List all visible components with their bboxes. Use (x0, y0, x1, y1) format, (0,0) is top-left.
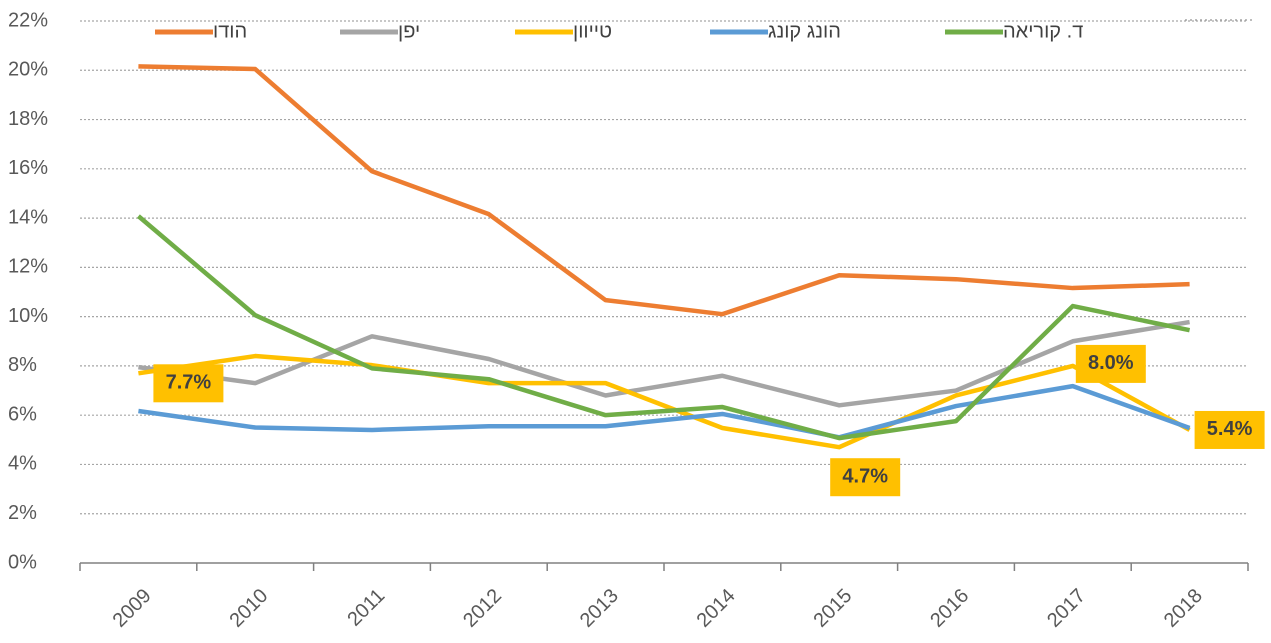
data-label: 7.7% (166, 372, 212, 394)
y-tick-label: 8% (8, 354, 37, 376)
data-label-box (1194, 410, 1265, 449)
legend-label: הונג קונג (768, 20, 841, 42)
legend-label: הודו (213, 20, 247, 42)
y-tick-label: 6% (8, 403, 37, 425)
y-tick-label: 14% (8, 206, 48, 228)
legend-label: ד. קוריאה (1003, 20, 1083, 42)
x-tick-label: 2018 (1160, 585, 1207, 632)
y-tick-label: 4% (8, 453, 37, 475)
x-tick-label: 2013 (576, 585, 623, 632)
x-tick-label: 2015 (809, 585, 856, 632)
y-tick-label: 20% (8, 59, 48, 81)
y-tick-label: 2% (8, 502, 37, 524)
series-line (138, 353, 1191, 450)
legend-label: יפן (398, 20, 420, 42)
data-label-box (830, 458, 901, 497)
x-tick-label: 2017 (1043, 585, 1090, 632)
series-line (138, 64, 1190, 317)
data-label: 4.7% (842, 465, 888, 487)
y-tick-label: 0% (8, 551, 37, 573)
data-label: 5.4% (1207, 418, 1253, 440)
data-label-box (1075, 344, 1146, 383)
x-tick-label: 2014 (693, 585, 740, 632)
y-tick-label: 22% (8, 9, 48, 31)
x-tick-label: 2012 (459, 585, 506, 632)
data-label-box (153, 364, 224, 403)
data-label: 8.0% (1088, 352, 1134, 374)
series-line (138, 383, 1191, 440)
y-tick-label: 16% (8, 157, 48, 179)
y-tick-label: 18% (8, 108, 48, 130)
x-tick-label: 2011 (343, 585, 389, 631)
legend-label: טייוון (573, 20, 612, 42)
x-tick-label: 2009 (109, 585, 156, 632)
x-tick-label: 2016 (926, 585, 973, 632)
y-tick-label: 12% (8, 256, 48, 278)
series-line (136, 214, 1191, 441)
x-tick-label: 2010 (225, 585, 272, 632)
y-tick-label: 10% (8, 305, 48, 327)
